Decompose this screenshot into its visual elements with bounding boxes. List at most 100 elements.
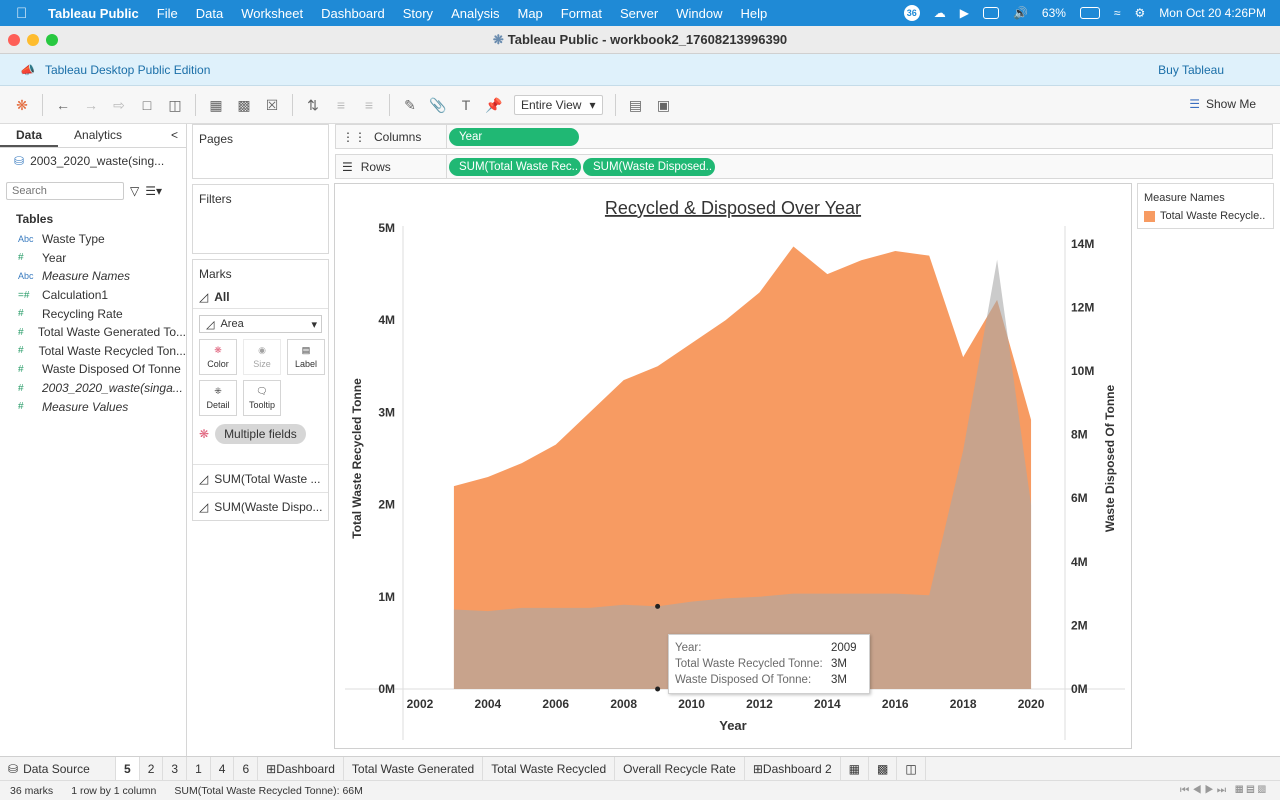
menu-item-map[interactable]: Map [517,5,543,21]
sheet-tab[interactable]: ⊞ Dashboard 2 [745,757,841,780]
row-pill-disposed[interactable]: SUM(Waste Disposed.. [583,157,715,176]
show-labels-icon[interactable]: T [461,96,471,113]
volume-icon[interactable]: 🔊 [1012,6,1028,20]
field-item[interactable]: # Waste Disposed Of Tonne [0,360,186,379]
menu-item-analysis[interactable]: Analysis [451,5,500,21]
columns-shelf[interactable]: ⋮⋮ Columns Year [335,124,1273,149]
replay-icon[interactable]: ⇨ [113,96,125,113]
menu-item-file[interactable]: File [156,5,178,21]
marks-all-row[interactable]: ◿ All [193,288,328,309]
pin-icon[interactable]: 📌 [485,96,503,113]
sheet-tab[interactable]: 6 [234,757,259,780]
mark-type-dropdown[interactable]: ◿ Area ▾ [199,315,322,333]
menu-item-worksheet[interactable]: Worksheet [241,5,304,21]
zoom-window-button[interactable] [46,34,58,46]
wifi-icon[interactable]: ≈ [1113,6,1121,20]
group-icon[interactable]: 📎 [429,96,447,113]
field-item[interactable]: # Year [0,249,186,268]
new-worksheet-tab-icon[interactable]: ▦ [841,757,869,780]
tableau-start-icon[interactable]: ❋ [16,96,28,113]
tooltip-button[interactable]: 🗨 Tooltip [243,380,281,416]
new-datasource-icon[interactable]: ◫ [168,96,182,113]
close-window-button[interactable] [8,34,20,46]
sheet-navigation-icons[interactable]: ⏮ ◀ ▶ ⏭ ▦ ▤ ▩ [1179,784,1266,796]
sheet-tab[interactable]: ⊞ Dashboard [258,757,344,780]
menu-item-format[interactable]: Format [560,5,602,21]
field-item[interactable]: Abc Waste Type [0,230,186,249]
measure-mark-row[interactable]: ◿ SUM(Total Waste ... [193,464,328,492]
undo-icon[interactable]: ← [56,96,70,113]
tab-analytics[interactable]: Analytics [74,128,123,142]
tab-data[interactable]: Data [0,124,59,147]
label-icon: ▤ [301,345,311,355]
control-center-icon[interactable]: ⚙ [1134,6,1146,20]
row-pill-recycled[interactable]: SUM(Total Waste Rec.. [449,157,581,176]
apple-icon[interactable]:  [16,5,38,22]
menu-item-window[interactable]: Window [676,5,723,21]
play-icon[interactable]: ▶ [959,6,969,20]
field-item[interactable]: # Total Waste Generated To... [0,323,186,342]
field-item[interactable]: # Total Waste Recycled Ton... [0,342,186,361]
multiple-fields-pill[interactable]: Multiple fields [215,424,306,444]
menu-item-story[interactable]: Story [402,5,434,21]
sheet-tab[interactable]: 2 [140,757,164,780]
field-item[interactable]: =# Calculation1 [0,286,186,305]
minimize-window-button[interactable] [27,34,39,46]
search-input[interactable] [6,182,124,200]
menu-item-help[interactable]: Help [740,5,768,21]
buy-tableau-link[interactable]: Buy Tableau [1158,62,1224,77]
menu-app-name[interactable]: Tableau Public [48,5,139,21]
new-worksheet-icon[interactable]: ▦ [209,96,223,113]
notification-badge-icon[interactable]: 36 [903,5,920,21]
display-icon[interactable] [982,7,999,19]
redo-icon[interactable]: → [84,96,98,113]
legend-item[interactable]: Total Waste Recycle.. [1138,208,1273,224]
clock[interactable]: Mon Oct 20 4:26PM [1159,6,1266,20]
view-list-icon[interactable]: ☰▾ [145,184,163,198]
show-cards-icon[interactable]: ▤ [628,96,643,113]
sort-descending-icon[interactable]: ≡ [364,96,374,113]
field-item[interactable]: # Measure Values [0,397,186,416]
battery-icon[interactable] [1079,7,1100,19]
sheet-tab[interactable]: 5 [116,757,140,780]
pages-card[interactable]: Pages [192,124,329,179]
field-item[interactable]: #2003_2020_waste(singa... [0,379,186,398]
viz-area[interactable]: Recycled & Disposed Over Year 0M 1M 2M 3M 4M 5… [334,183,1132,749]
filters-card[interactable]: Filters [192,184,329,254]
cloud-icon[interactable]: ☁ [933,6,946,20]
presentation-icon[interactable]: ▣ [656,96,671,113]
menu-item-dashboard[interactable]: Dashboard [321,5,385,21]
sheet-tab[interactable]: Total Waste Recycled [483,757,616,780]
rows-shelf[interactable]: ☰ Rows SUM(Total Waste Rec.. SUM(Waste D… [335,154,1273,179]
detail-button[interactable]: ⁜ Detail [199,380,237,416]
menu-item-data[interactable]: Data [195,5,224,21]
clear-sheet-icon[interactable]: ☒ [265,96,279,113]
show-me-button[interactable]: ☰ Show Me [1189,97,1256,111]
sheet-tab[interactable]: 4 [211,757,235,780]
sheet-tab[interactable]: Overall Recycle Rate [615,757,745,780]
measure-mark-row[interactable]: ◿ SUM(Waste Dispo... [193,492,328,520]
field-item[interactable]: # Recycling Rate [0,304,186,323]
menu-item-server[interactable]: Server [619,5,659,21]
data-source-tab[interactable]: ⛁ Data Source [0,757,116,780]
new-story-tab-icon[interactable]: ◫ [897,757,926,780]
sheet-tab[interactable]: 3 [163,757,188,780]
datasource-item[interactable]: ⛁ 2003_2020_waste(sing... [0,148,186,174]
sheet-tab[interactable]: 1 [187,757,211,780]
sheet-tab[interactable]: Total Waste Generated [344,757,484,780]
collapse-pane-icon[interactable]: < [170,128,178,142]
fit-dropdown[interactable]: Entire View ▾ [514,94,603,115]
color-button[interactable]: ❋ Color [199,339,237,375]
highlight-icon[interactable]: ✎ [404,96,416,113]
size-button[interactable]: ◉ Size [243,339,281,375]
duplicate-sheet-icon[interactable]: ▩ [237,96,251,113]
label-button[interactable]: ▤ Label [287,339,325,375]
save-icon[interactable]: □ [142,96,152,113]
new-dashboard-tab-icon[interactable]: ▩ [869,757,898,780]
column-pill-year[interactable]: Year [449,127,579,146]
swap-icon[interactable]: ⇅ [307,96,319,113]
field-item[interactable]: Abc Measure Names [0,267,186,286]
area-chart[interactable]: Recycled & Disposed Over Year 0M 1M 2M 3M 4M 5… [335,184,1133,750]
filter-icon[interactable]: ▽ [130,184,140,198]
sort-ascending-icon[interactable]: ≡ [336,96,346,113]
